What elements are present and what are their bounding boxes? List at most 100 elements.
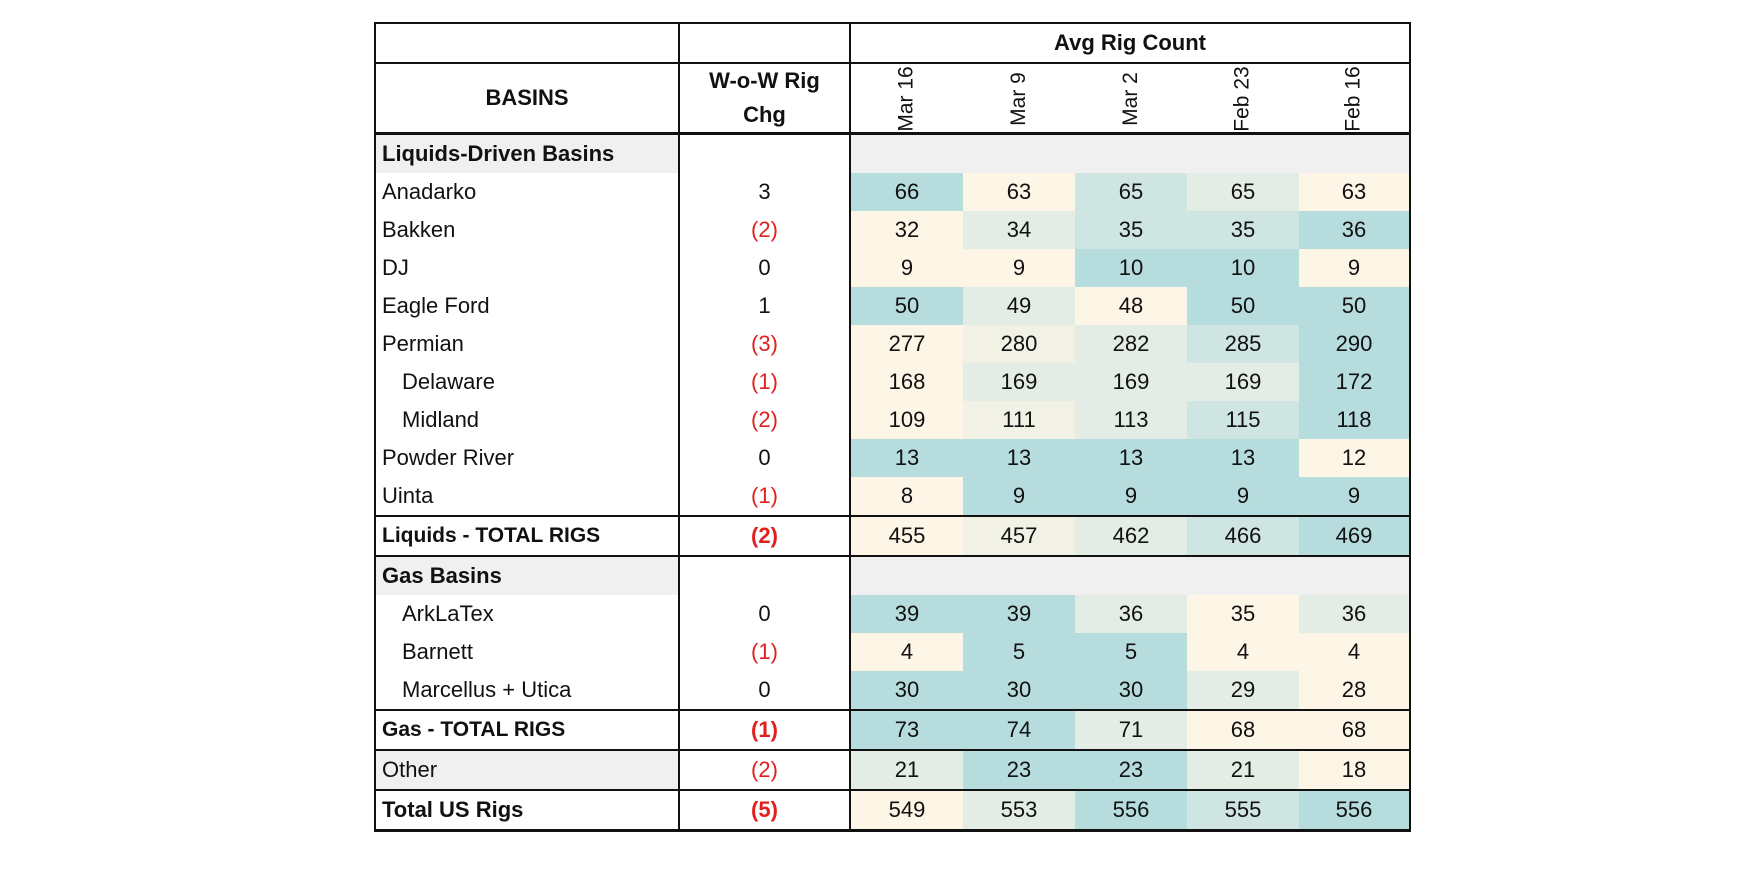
rig-count-cell: 30 <box>963 671 1075 710</box>
rig-count-cell: 290 <box>1299 325 1411 363</box>
basin-name: Marcellus + Utica <box>374 671 680 710</box>
basin-row: ArkLaTex 0 39 39 36 35 36 <box>374 595 1411 633</box>
basin-name: Permian <box>374 325 680 363</box>
wow-change-value: (2) <box>679 401 851 439</box>
wow-change-value: 0 <box>679 249 851 287</box>
week-header-2-label: Mar 9 <box>1007 72 1030 126</box>
rig-count-cell: 65 <box>1187 173 1299 211</box>
basin-row: Bakken (2) 32 34 35 35 36 <box>374 211 1411 249</box>
rig-count-cell: 66 <box>850 173 963 211</box>
basin-row: Anadarko 3 66 63 65 65 63 <box>374 173 1411 211</box>
rig-count-cell: 71 <box>1075 709 1187 751</box>
rig-count-cell: 4 <box>1299 633 1411 671</box>
rig-count-cell: 556 <box>1299 790 1411 832</box>
rig-count-cell: 23 <box>963 750 1075 791</box>
rig-count-cell: 469 <box>1299 515 1411 557</box>
rig-count-cell: 28 <box>1299 671 1411 710</box>
basin-name: Gas - TOTAL RIGS <box>374 709 680 751</box>
rig-count-cell: 280 <box>963 325 1075 363</box>
rig-count-cell: 111 <box>963 401 1075 439</box>
rig-count-cell: 277 <box>850 325 963 363</box>
rig-count-cell: 4 <box>850 633 963 671</box>
basin-row: Powder River 0 13 13 13 13 12 <box>374 439 1411 477</box>
rig-count-cell: 12 <box>1299 439 1411 477</box>
wow-change-value: 0 <box>679 671 851 710</box>
week-header-3: Mar 2 <box>1075 63 1187 135</box>
super-header-blank-basin <box>374 22 680 64</box>
rig-count-cell: 35 <box>1075 211 1187 249</box>
rig-count-cell: 169 <box>963 363 1075 401</box>
basin-name: Total US Rigs <box>374 790 680 832</box>
rig-count-cell: 68 <box>1299 709 1411 751</box>
wow-change-value: (1) <box>679 477 851 516</box>
week-header-4-label: Feb 23 <box>1230 66 1254 132</box>
rig-count-cell: 9 <box>1075 477 1187 516</box>
wow-change-value: 1 <box>679 287 851 325</box>
rig-count-cell: 8 <box>850 477 963 516</box>
rig-count-cell: 65 <box>1075 173 1187 211</box>
week-header-1: Mar 16 <box>850 63 963 135</box>
rig-count-cell: 13 <box>1187 439 1299 477</box>
wow-change-value: (5) <box>679 790 851 832</box>
rig-count-cell: 555 <box>1187 790 1299 832</box>
rig-count-cell: 118 <box>1299 401 1411 439</box>
super-header-blank-chg <box>679 22 851 64</box>
rig-count-cell: 113 <box>1075 401 1187 439</box>
basin-name: Midland <box>374 401 680 439</box>
rig-count-cell: 21 <box>1187 750 1299 791</box>
week-header-2: Mar 9 <box>963 63 1075 135</box>
super-header-row: Avg Rig Count <box>374 22 1411 64</box>
rig-count-cell: 13 <box>1075 439 1187 477</box>
rig-count-cell: 50 <box>850 287 963 325</box>
rig-count-cell: 50 <box>1299 287 1411 325</box>
rig-count-cell: 9 <box>1187 477 1299 516</box>
total-row: Gas - TOTAL RIGS (1) 73 74 71 68 68 <box>374 709 1411 751</box>
wow-change-value: (1) <box>679 363 851 401</box>
rig-count-cell: 36 <box>1299 595 1411 633</box>
basin-name: Liquids - TOTAL RIGS <box>374 515 680 557</box>
grand-row: Total US Rigs (5) 549 553 556 555 556 <box>374 790 1411 832</box>
wow-change-value: 0 <box>679 439 851 477</box>
rig-count-cell: 13 <box>963 439 1075 477</box>
rig-count-cell: 30 <box>850 671 963 710</box>
rig-count-cell: 68 <box>1187 709 1299 751</box>
rig-count-cell: 63 <box>1299 173 1411 211</box>
rig-count-cell: 169 <box>1075 363 1187 401</box>
basin-name: ArkLaTex <box>374 595 680 633</box>
rig-count-cell: 556 <box>1075 790 1187 832</box>
rig-count-cell: 282 <box>1075 325 1187 363</box>
rig-count-cell: 48 <box>1075 287 1187 325</box>
wow-change-value: (2) <box>679 750 851 791</box>
rig-count-cell: 39 <box>850 595 963 633</box>
rig-count-cell: 172 <box>1299 363 1411 401</box>
rig-count-cell: 9 <box>963 249 1075 287</box>
rig-count-table-body: Avg Rig Count BASINS W-o-W Rig Chg Mar 1… <box>374 22 1411 832</box>
basin-row: Eagle Ford 1 50 49 48 50 50 <box>374 287 1411 325</box>
week-header-3-label: Mar 2 <box>1119 72 1142 126</box>
rig-count-cell: 50 <box>1187 287 1299 325</box>
wow-change-value: 3 <box>679 173 851 211</box>
rig-count-cell: 5 <box>1075 633 1187 671</box>
rig-count-cell: 9 <box>963 477 1075 516</box>
wow-change-header-line2: Chg <box>743 102 786 127</box>
rig-count-cell: 115 <box>1187 401 1299 439</box>
basin-name: Delaware <box>374 363 680 401</box>
rig-count-cell: 10 <box>1187 249 1299 287</box>
rig-count-cell: 21 <box>850 750 963 791</box>
basins-header: BASINS <box>374 63 680 135</box>
basin-row: Marcellus + Utica 0 30 30 30 29 28 <box>374 671 1411 710</box>
rig-count-cell: 466 <box>1187 515 1299 557</box>
rig-count-cell: 9 <box>1299 249 1411 287</box>
wow-change-value: (2) <box>679 211 851 249</box>
section-header-row: Liquids-Driven Basins <box>374 133 1411 173</box>
rig-count-cell: 10 <box>1075 249 1187 287</box>
basin-row: Midland (2) 109 111 113 115 118 <box>374 401 1411 439</box>
rig-count-cell: 29 <box>1187 671 1299 710</box>
rig-count-cell: 109 <box>850 401 963 439</box>
basin-row: Permian (3) 277 280 282 285 290 <box>374 325 1411 363</box>
rig-count-cell: 36 <box>1075 595 1187 633</box>
basin-row: Delaware (1) 168 169 169 169 172 <box>374 363 1411 401</box>
rig-count-cell: 5 <box>963 633 1075 671</box>
rig-count-cell: 30 <box>1075 671 1187 710</box>
wow-change-header: W-o-W Rig Chg <box>679 63 851 135</box>
